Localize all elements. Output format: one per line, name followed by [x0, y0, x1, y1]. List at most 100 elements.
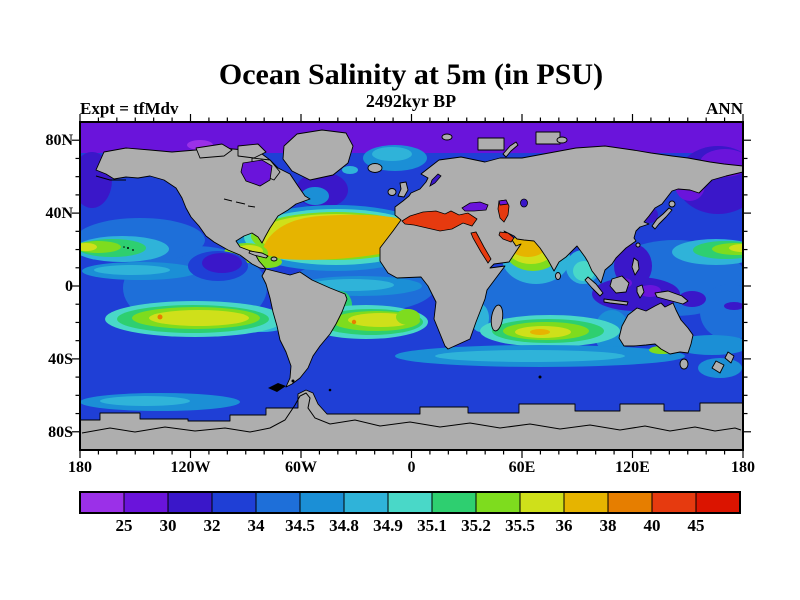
colorbar-label: 34.9	[373, 516, 403, 535]
colorbar-label: 34	[248, 516, 266, 535]
np-streak	[80, 243, 97, 251]
colorbar-cell	[563, 491, 609, 514]
aral-sea	[520, 198, 528, 208]
colorbar-label: 30	[160, 516, 177, 535]
philippines	[631, 257, 640, 276]
kerguelen	[538, 375, 542, 379]
colorbar: 25 30 32 34 34.5 34.8 34.9 35.1 35.2 35.5 36 38 40 45	[79, 491, 741, 535]
experiment-label: Expt = tfMdv	[80, 99, 179, 118]
red-sea	[470, 231, 492, 264]
svalbard	[441, 133, 453, 141]
colorbar-cell	[387, 491, 433, 514]
hudson-bay	[240, 159, 273, 187]
colorbar-frame	[79, 491, 741, 514]
tasmania	[679, 358, 689, 370]
y-axis-label: 80N	[45, 132, 73, 149]
east-pacific-fresh	[202, 253, 242, 273]
colorbar-label: 34.8	[329, 516, 359, 535]
x-axis-label: 120W	[171, 459, 211, 476]
x-axis-label: 180	[68, 459, 92, 476]
nw-pacific-streak	[729, 244, 743, 252]
map-land-layers	[80, 129, 743, 450]
colorbar-label: 35.2	[461, 516, 491, 535]
new-zealand-north	[724, 351, 735, 364]
australia	[618, 302, 694, 355]
novaya-zemlya	[502, 141, 519, 158]
sulawesi	[636, 284, 645, 299]
axis-labels: 180 120W 60W 0 60E 120E 180 80N 40N 0 40S 80S	[45, 132, 755, 476]
x-axis-label: 0	[408, 459, 416, 476]
y-axis-label: 40S	[48, 351, 73, 368]
canadian-archipelago	[195, 143, 233, 159]
hokkaido	[668, 200, 676, 208]
iceland	[367, 163, 383, 173]
great-lakes	[223, 198, 256, 208]
cuba	[248, 250, 269, 259]
agulhas-patch	[396, 309, 420, 325]
colorbar-label: 40	[644, 516, 661, 535]
x-axis-label: 60E	[509, 459, 536, 476]
colorbar-cell	[695, 491, 741, 514]
new-zealand-south	[711, 360, 725, 374]
sp-gyre-core	[149, 310, 249, 326]
severnaya-zemlya	[556, 136, 568, 144]
baltic-sea	[429, 173, 442, 187]
madagascar	[490, 304, 504, 332]
black-sea	[461, 201, 489, 212]
figure-subtitle: 2492kyr BP	[366, 91, 456, 111]
canadian-archipelago	[237, 143, 267, 159]
siberian-shelf	[535, 131, 561, 145]
aleutian-arc	[95, 175, 126, 181]
borneo	[609, 275, 630, 294]
antarctic-margin-band	[100, 396, 190, 406]
colorbar-cell	[255, 491, 301, 514]
south-georgia	[328, 388, 332, 392]
island-speck	[291, 379, 295, 383]
new-guinea	[654, 290, 689, 305]
colorbar-cell	[79, 491, 125, 514]
colorbar-cell	[211, 491, 257, 514]
hawaii-islands	[123, 246, 125, 248]
colorbar-label: 25	[116, 516, 133, 535]
persian-gulf	[498, 231, 515, 243]
y-axis-label: 40N	[45, 205, 73, 222]
sri-lanka	[555, 272, 561, 280]
hawaii-islands	[127, 247, 129, 249]
ireland	[387, 188, 397, 196]
np-band	[94, 265, 170, 275]
siberian-shelf	[477, 137, 505, 151]
colorbar-label: 32	[204, 516, 221, 535]
sp-gyre-max	[157, 314, 163, 320]
mediterranean-sea	[401, 210, 478, 232]
java	[603, 298, 629, 306]
colorbar-label: 34.5	[285, 516, 315, 535]
colorbar-cell	[167, 491, 213, 514]
x-axis-label: 180	[731, 459, 755, 476]
sa-gyre-max	[351, 319, 357, 325]
colorbar-cell	[607, 491, 653, 514]
map-interior-seas	[240, 159, 528, 264]
colorbar-label: 45	[688, 516, 705, 535]
hispaniola	[270, 256, 278, 262]
colorbar-label: 36	[556, 516, 573, 535]
season-label: ANN	[706, 99, 744, 118]
south-america	[261, 268, 348, 388]
y-axis-label: 0	[65, 278, 73, 295]
caspian-north	[498, 199, 509, 206]
antarctic-coastline	[81, 392, 742, 434]
x-axis-label: 60W	[285, 459, 317, 476]
eurasia-africa	[379, 145, 743, 350]
colorbar-cell	[651, 491, 697, 514]
greenland	[282, 129, 354, 181]
colorbar-label: 35.1	[417, 516, 447, 535]
ocean-zone	[700, 284, 743, 340]
colorbar-cell	[431, 491, 477, 514]
colorbar-label: 35.5	[505, 516, 535, 535]
colorbar-cell	[475, 491, 521, 514]
x-axis-label: 120E	[615, 459, 650, 476]
sumatra	[584, 276, 604, 297]
antarctic-peninsula-islands	[268, 383, 286, 392]
colorbar-cell	[299, 491, 345, 514]
britain	[397, 181, 409, 198]
